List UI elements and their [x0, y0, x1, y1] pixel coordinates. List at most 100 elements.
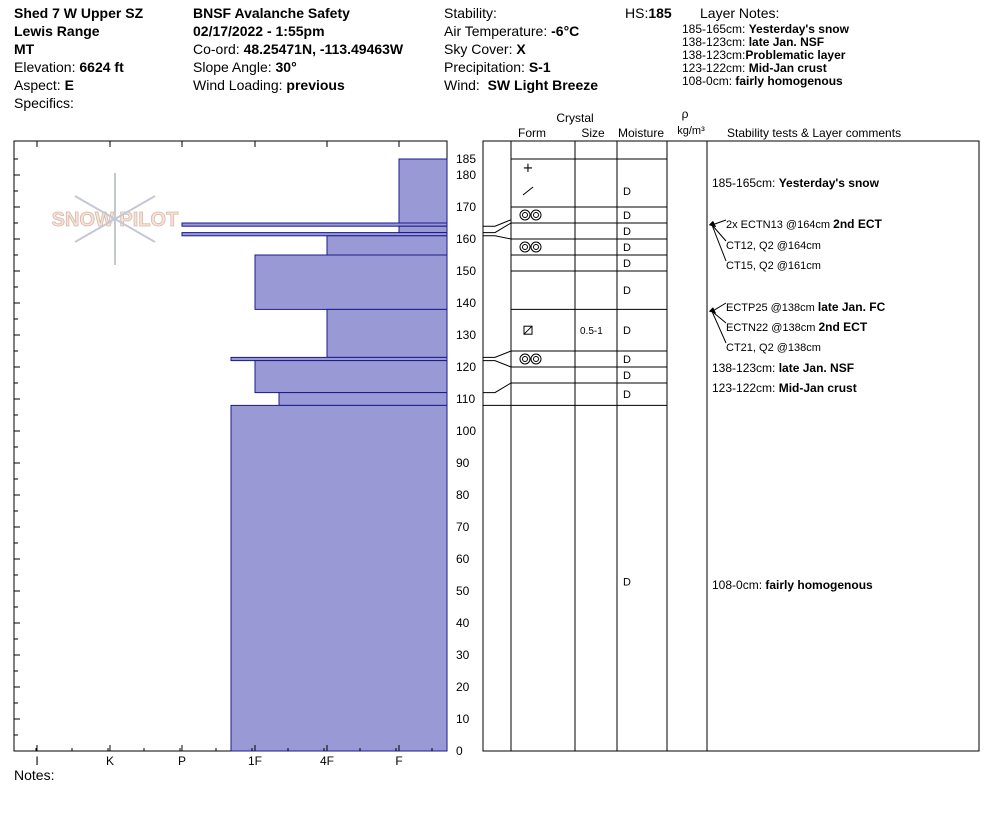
- stability-test-label: ECTN22 @138cm 2nd ECT: [726, 320, 868, 334]
- observation-info: BNSF Avalanche Safety 02/17/2022 - 1:55p…: [193, 4, 403, 94]
- height-tick-label: 130: [456, 328, 476, 342]
- specifics-label: Specifics:: [14, 95, 74, 111]
- site-name: Shed 7 W Upper SZ: [14, 5, 144, 21]
- wind-label: Wind:: [444, 77, 480, 93]
- elevation-value: 6624 ft: [79, 59, 124, 75]
- site-state: MT: [14, 41, 35, 57]
- form-header: Form: [518, 126, 546, 140]
- layer-comment: 123-122cm: Mid-Jan crust: [712, 381, 857, 395]
- stability-test-arrow: [711, 311, 727, 344]
- hardness-bar: [181, 222, 448, 227]
- air-temp-value: -6°C: [551, 23, 580, 39]
- layer-note-item: 185-165cm: Yesterday's snow: [682, 23, 849, 36]
- facet-icon: [523, 325, 533, 335]
- height-tick-label: 180: [456, 168, 476, 182]
- stability-test-bold: late Jan. FC: [818, 300, 886, 314]
- layer-note-text: fairly homogenous: [735, 74, 843, 88]
- wind-loading-value: previous: [286, 77, 345, 93]
- layer-comment-text: Yesterday's snow: [779, 176, 880, 190]
- grain-leader-line: [483, 219, 512, 227]
- layer-note-item: 123-122cm: Mid-Jan crust: [682, 62, 849, 75]
- height-tick-label: 30: [456, 648, 470, 662]
- height-tick-label: 150: [456, 264, 476, 278]
- moisture-cell: D: [623, 370, 631, 382]
- stability-label: Stability:: [444, 5, 497, 21]
- hardness-label: P: [178, 754, 186, 768]
- grain-leader-line: [483, 360, 512, 368]
- hardness-bar: [230, 404, 448, 752]
- height-tick-label: 140: [456, 296, 476, 310]
- hardness-bar: [278, 392, 448, 406]
- layer-note-text: Problematic layer: [745, 48, 846, 62]
- stability-test-arrow: [711, 302, 727, 312]
- moisture-cell: D: [623, 354, 631, 366]
- rounds-icon: [522, 244, 528, 250]
- stability-test-bold: 2nd ECT: [833, 217, 882, 231]
- hardness-label: 4F: [320, 754, 334, 768]
- weather-info: Stability: Air Temperature: -6°C Sky Cov…: [444, 4, 598, 94]
- layer-note-range: 108-0cm:: [682, 74, 733, 88]
- stability-test-label: ECTP25 @138cm late Jan. FC: [726, 300, 886, 314]
- rounds-icon: [519, 353, 531, 365]
- crystal-header: Crystal: [556, 111, 593, 125]
- hardness-label: F: [395, 754, 402, 768]
- stability-test-arrow: [711, 311, 727, 324]
- coord-value: 48.25471N, -113.49463W: [243, 41, 404, 57]
- layer-comment: 138-123cm: late Jan. NSF: [712, 361, 854, 375]
- layer-note-range: 123-122cm:: [682, 61, 746, 75]
- hardness-label: K: [106, 754, 114, 768]
- grain-leader-line: [483, 222, 512, 234]
- moisture-cell: D: [623, 258, 631, 270]
- moisture-header: Moisture: [618, 126, 664, 140]
- height-tick-label: 40: [456, 616, 470, 630]
- arrow-head-icon: [709, 307, 716, 314]
- layer-note-text: Yesterday's snow: [748, 22, 849, 36]
- stability-test-label: CT12, Q2 @164cm: [726, 240, 821, 252]
- slope-label: Slope Angle:: [193, 59, 272, 75]
- stability-test-arrow: [711, 224, 727, 262]
- rounds-icon: [530, 209, 542, 221]
- moisture-cell: D: [623, 186, 631, 198]
- height-tick-label: 90: [456, 456, 470, 470]
- height-tick-label: 80: [456, 488, 470, 502]
- sky-value: X: [516, 41, 526, 57]
- moisture-cell: D: [623, 576, 631, 588]
- rounds-icon: [533, 212, 539, 218]
- hs-info: HS:185: [625, 4, 672, 22]
- layer-comment-text: fairly homogenous: [765, 578, 873, 592]
- hardness-bar: [254, 254, 448, 310]
- layer-note-item: 108-0cm: fairly homogenous: [682, 75, 849, 88]
- layer-note-range: 138-123cm:: [682, 48, 746, 62]
- size-cell: 0.5-1: [580, 326, 603, 337]
- grain-table-frame: [482, 140, 980, 752]
- hardness-label: 1F: [248, 754, 262, 768]
- height-tick-label: 170: [456, 200, 476, 214]
- hardness-bar: [398, 225, 448, 234]
- new-snow-icon: +: [523, 161, 534, 176]
- hs-value: 185: [648, 5, 672, 21]
- grain-leader-line: [483, 382, 512, 394]
- observer: BNSF Avalanche Safety: [193, 5, 350, 21]
- layer-note-text: late Jan. NSF: [748, 35, 825, 49]
- height-tick-label: 110: [456, 392, 475, 406]
- height-tick-label: 160: [456, 232, 476, 246]
- size-header: Size: [581, 126, 605, 140]
- moisture-cell: D: [623, 325, 631, 337]
- decomposing-icon: [522, 186, 534, 196]
- height-tick-label: 70: [456, 520, 470, 534]
- height-tick-label: 0: [456, 744, 463, 758]
- hs-label: HS:: [625, 5, 649, 21]
- snowflake-icon: [74, 195, 156, 243]
- layer-note-range: 185-165cm:: [682, 22, 746, 36]
- aspect-label: Aspect:: [14, 77, 61, 93]
- height-tick-label: 60: [456, 552, 470, 566]
- rounds-icon: [533, 244, 539, 250]
- facet-icon: [523, 325, 533, 335]
- layer-note-item: 138-123cm: late Jan. NSF: [682, 36, 849, 49]
- stability-test-label: CT15, Q2 @161cm: [726, 260, 821, 272]
- obs-datetime: 02/17/2022 - 1:55pm: [193, 23, 325, 39]
- layer-note-text: Mid-Jan crust: [748, 61, 827, 75]
- grain-leader-line: [483, 350, 512, 358]
- moisture-cell: D: [623, 226, 631, 238]
- layer-notes-list: 185-165cm: Yesterday's snow 138-123cm: l…: [682, 23, 849, 88]
